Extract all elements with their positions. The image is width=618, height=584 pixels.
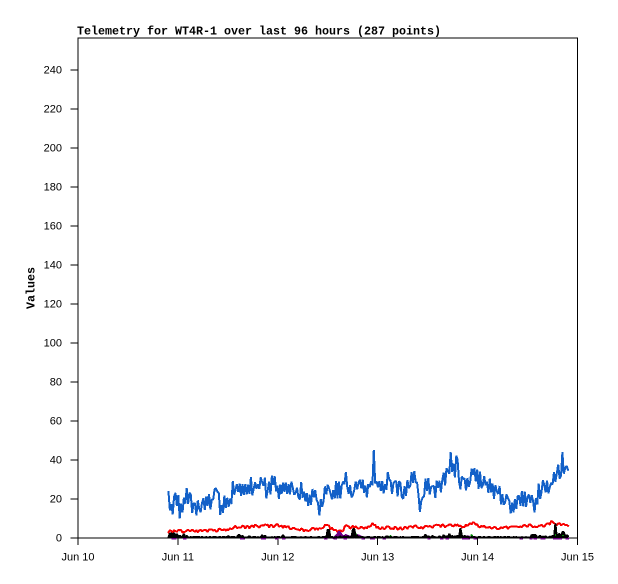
svg-text:60: 60: [50, 416, 62, 428]
svg-text:100: 100: [44, 338, 62, 350]
svg-text:200: 200: [44, 143, 62, 155]
svg-text:20: 20: [50, 494, 62, 506]
svg-text:140: 140: [44, 260, 62, 272]
svg-text:Jun 11: Jun 11: [162, 552, 194, 564]
svg-text:Jun 10: Jun 10: [61, 552, 94, 564]
svg-text:180: 180: [44, 182, 62, 194]
svg-text:Telemetry for WT4R-1 over last: Telemetry for WT4R-1 over last 96 hours …: [77, 25, 441, 39]
svg-text:220: 220: [44, 104, 62, 116]
svg-text:80: 80: [50, 377, 62, 389]
svg-text:Jun 13: Jun 13: [361, 552, 394, 564]
svg-text:120: 120: [44, 299, 62, 311]
svg-text:160: 160: [44, 221, 62, 233]
svg-text:240: 240: [44, 65, 62, 77]
svg-text:0: 0: [56, 533, 62, 545]
svg-text:Jun 12: Jun 12: [261, 552, 294, 564]
svg-text:Values: Values: [25, 267, 39, 309]
svg-text:Jun 14: Jun 14: [461, 552, 494, 564]
svg-text:Jun 15: Jun 15: [561, 552, 594, 564]
svg-text:40: 40: [50, 455, 62, 467]
